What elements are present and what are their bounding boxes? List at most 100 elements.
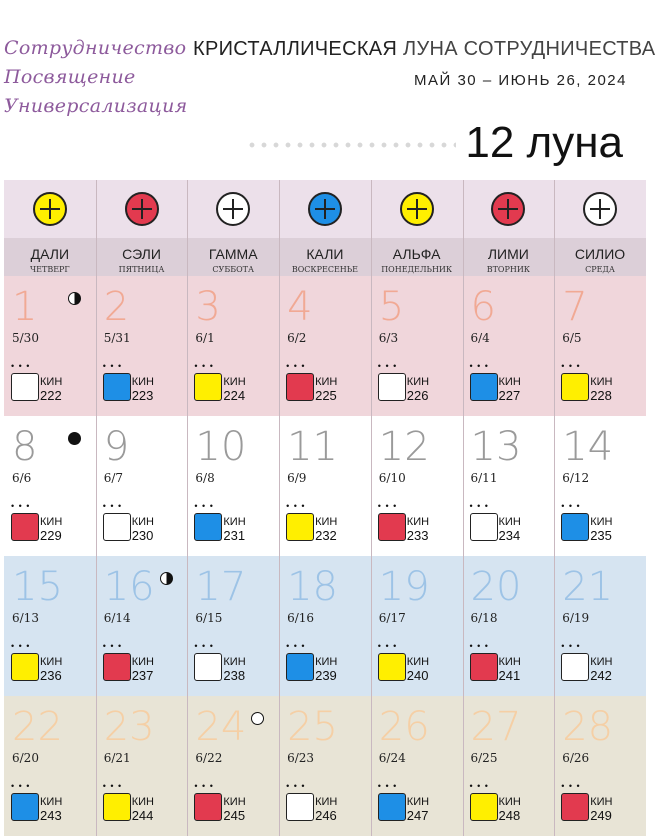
seal-glyph-icon <box>286 793 315 821</box>
moon-phase-full-icon <box>251 712 265 725</box>
day-cell[interactable]: 10 6/8 • • • КИН 231 <box>187 416 279 556</box>
seal-glyph-icon <box>194 653 223 681</box>
day-cell[interactable]: 25 6/23 • • • КИН 246 <box>279 696 371 836</box>
day-cell[interactable]: 26 6/24 • • • КИН 247 <box>371 696 463 836</box>
tone-dots: • • • <box>377 361 398 371</box>
tone-dots: • • • <box>102 641 123 651</box>
day-cell[interactable]: 2 5/31 • • • КИН 223 <box>96 276 188 416</box>
tone-dots: • • • <box>377 641 398 651</box>
day-cell[interactable]: 9 6/7 • • • КИН 230 <box>96 416 188 556</box>
kin-number: 247 <box>406 808 429 823</box>
day-cell[interactable]: 5 6/3 • • • КИН 226 <box>371 276 463 416</box>
gregorian-date: 6/13 <box>12 611 39 625</box>
day-number: 7 <box>562 284 588 330</box>
day-cell[interactable]: 12 6/10 • • • КИН 233 <box>371 416 463 556</box>
motto-line-3: Универсализация <box>4 95 188 117</box>
day-cell[interactable]: 7 6/5 • • • КИН 228 <box>554 276 646 416</box>
gregorian-date: 6/24 <box>378 751 406 765</box>
gregorian-date: 6/10 <box>378 471 406 485</box>
column-divider <box>95 180 188 836</box>
day-cell[interactable]: 18 6/16 • • • КИН 239 <box>279 556 371 696</box>
day-cell[interactable]: 11 6/9 • • • КИН 232 <box>279 416 371 556</box>
day-cell[interactable]: 15 6/13 • • • КИН 236 <box>4 556 96 696</box>
gregorian-date: 6/11 <box>470 471 498 485</box>
day-cell[interactable]: 27 6/25 • • • КИН 248 <box>463 696 555 836</box>
day-cell[interactable]: 13 6/11 • • • КИН 234 <box>463 416 555 556</box>
day-number: 26 <box>378 704 430 750</box>
plasma-name: АЛЬФА <box>392 246 441 262</box>
title-main: КРИСТАЛЛИЧЕСКАЯ <box>193 38 398 60</box>
day-cell[interactable]: 17 6/15 • • • КИН 238 <box>187 556 279 696</box>
dali-plasma-icon <box>32 192 67 226</box>
kin-number: 244 <box>131 808 154 823</box>
seal-glyph-icon <box>194 793 223 821</box>
gregorian-date: 6/22 <box>195 751 223 765</box>
day-cell[interactable]: 24 6/22 • • • КИН 245 <box>187 696 279 836</box>
day-cell[interactable]: 19 6/17 • • • КИН 240 <box>371 556 463 696</box>
seal-glyph-icon <box>377 653 406 681</box>
silio-plasma-icon <box>583 192 618 226</box>
kin-label: КИН <box>590 516 613 528</box>
day-cell[interactable]: 3 6/1 • • • КИН 224 <box>187 276 279 416</box>
day-cell[interactable]: 14 6/12 • • • КИН 235 <box>554 416 646 556</box>
day-cell[interactable]: 1 5/30 • • • КИН 222 <box>4 276 96 416</box>
gregorian-date: 6/1 <box>195 331 215 345</box>
day-cell[interactable]: 21 6/19 • • • КИН 242 <box>554 556 646 696</box>
day-number: 8 <box>12 424 38 470</box>
tone-dots: • • • <box>561 781 581 791</box>
motto-line-1: Сотрудничество <box>4 37 187 59</box>
tone-dots: • • • <box>469 781 489 791</box>
day-number: 11 <box>287 424 338 470</box>
tone-dots: • • • <box>286 641 306 651</box>
kin-label: КИН <box>406 376 430 388</box>
day-cell[interactable]: 22 6/20 • • • КИН 243 <box>4 696 96 836</box>
seal-glyph-icon <box>469 653 498 681</box>
kin-number: 236 <box>40 668 62 683</box>
kin-label: КИН <box>131 656 154 668</box>
day-cell[interactable]: 20 6/18 • • • КИН 241 <box>463 556 555 696</box>
day-cell[interactable]: 28 6/26 • • • КИН 249 <box>554 696 646 836</box>
weekday-name: ВТОРНИК <box>486 265 530 274</box>
kin-number: 226 <box>406 388 429 403</box>
tone-dots: • • • <box>286 781 306 791</box>
day-cell[interactable]: 4 6/2 • • • КИН 225 <box>279 276 371 416</box>
kin-label: КИН <box>590 656 613 668</box>
tone-dots: • • • <box>11 501 31 511</box>
kin-number: 246 <box>315 808 337 823</box>
gregorian-date: 6/19 <box>562 611 590 625</box>
kin-number: 232 <box>315 528 337 543</box>
kin-number: 245 <box>223 808 246 823</box>
seal-glyph-icon <box>377 373 406 401</box>
kin-label: КИН <box>40 376 63 388</box>
gregorian-date: 6/12 <box>562 471 590 485</box>
gregorian-date: 6/15 <box>195 611 223 625</box>
day-number: 10 <box>195 424 247 470</box>
tone-dots: • • • <box>11 641 31 651</box>
day-cell[interactable]: 6 6/4 • • • КИН 227 <box>463 276 555 416</box>
day-number: 28 <box>562 704 614 750</box>
seal-glyph-icon <box>561 793 590 821</box>
tone-dots: • • • <box>469 501 489 511</box>
tone-dots: • • • <box>377 501 398 511</box>
gregorian-date: 6/7 <box>103 471 123 485</box>
day-cell[interactable]: 8 6/6 • • • КИН 229 <box>4 416 96 556</box>
tone-dots: • • • <box>286 501 306 511</box>
tone-dots: • • • <box>561 501 581 511</box>
day-number: 17 <box>195 564 247 610</box>
kin-label: КИН <box>131 376 154 388</box>
day-number: 9 <box>103 424 130 470</box>
seal-glyph-icon <box>561 513 590 541</box>
day-cell[interactable]: 23 6/21 • • • КИН 244 <box>96 696 188 836</box>
day-cell[interactable]: 16 6/14 • • • КИН 237 <box>96 556 188 696</box>
kin-label: КИН <box>590 796 613 808</box>
kin-label: КИН <box>40 516 63 528</box>
kin-number: 225 <box>315 388 337 403</box>
kin-label: КИН <box>223 376 246 388</box>
moon-number: 12 <box>465 118 515 167</box>
tone-dots: • • • <box>469 361 489 371</box>
day-number: 4 <box>287 284 313 330</box>
kin-label: КИН <box>315 516 338 528</box>
day-number: 25 <box>287 704 338 750</box>
plasma-name: ГАММА <box>208 246 258 262</box>
kin-label: КИН <box>131 516 154 528</box>
